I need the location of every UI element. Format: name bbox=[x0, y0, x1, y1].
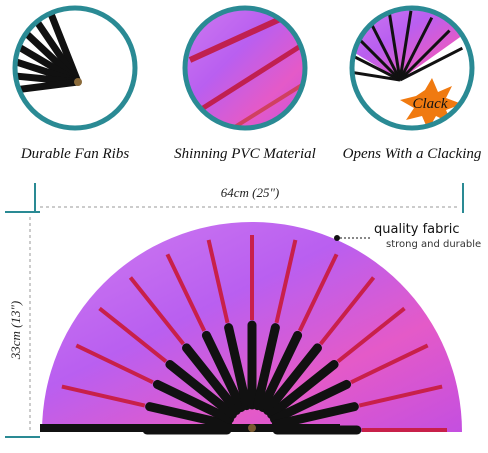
circle-frame bbox=[349, 5, 475, 131]
rib bbox=[98, 306, 168, 363]
material-closeup bbox=[185, 8, 305, 128]
circle-frame bbox=[12, 5, 138, 131]
rib bbox=[398, 10, 413, 81]
circle-frame bbox=[182, 5, 308, 131]
rib bbox=[201, 330, 246, 412]
fan-pivot bbox=[248, 424, 256, 432]
rib bbox=[319, 276, 376, 346]
ribs-closeup bbox=[15, 8, 135, 128]
rib bbox=[336, 306, 406, 363]
rib bbox=[165, 253, 207, 332]
open-fan-closeup: Clack bbox=[352, 8, 472, 128]
rib bbox=[224, 323, 251, 411]
callout-subtitle: strong and durable bbox=[386, 239, 481, 250]
rib bbox=[267, 360, 339, 419]
rib bbox=[387, 10, 402, 81]
dimension-markers bbox=[5, 183, 464, 438]
rib bbox=[352, 67, 401, 82]
rib bbox=[270, 379, 352, 424]
rib bbox=[398, 16, 434, 81]
caption: Durable Fan Ribs bbox=[20, 146, 129, 162]
badge-text: Clack bbox=[413, 96, 448, 112]
caption: Shinning PVC Material bbox=[174, 146, 316, 162]
height-label: 33cm (13") bbox=[8, 301, 23, 361]
rib bbox=[152, 379, 234, 424]
callout-dot bbox=[334, 235, 340, 241]
rib bbox=[297, 253, 339, 332]
rib bbox=[206, 239, 230, 324]
rib bbox=[358, 384, 443, 408]
rib bbox=[182, 343, 241, 415]
rib bbox=[15, 78, 82, 97]
callout-title: quality fabric bbox=[374, 222, 460, 237]
rib bbox=[274, 239, 298, 324]
caption: Opens With a Clacking bbox=[343, 146, 482, 162]
rib bbox=[253, 323, 280, 411]
rib bbox=[366, 16, 402, 81]
rib bbox=[271, 402, 359, 429]
rib bbox=[350, 343, 429, 385]
rib bbox=[61, 384, 146, 408]
rib bbox=[258, 330, 303, 412]
rib bbox=[145, 402, 233, 429]
rib bbox=[165, 360, 237, 419]
rib bbox=[263, 343, 322, 415]
fan-guard bbox=[40, 424, 340, 432]
rib bbox=[399, 46, 464, 82]
width-label: 64cm (25") bbox=[221, 185, 280, 200]
rib bbox=[75, 343, 154, 385]
rib bbox=[128, 276, 185, 346]
rib bbox=[352, 46, 401, 82]
rib bbox=[398, 29, 451, 82]
